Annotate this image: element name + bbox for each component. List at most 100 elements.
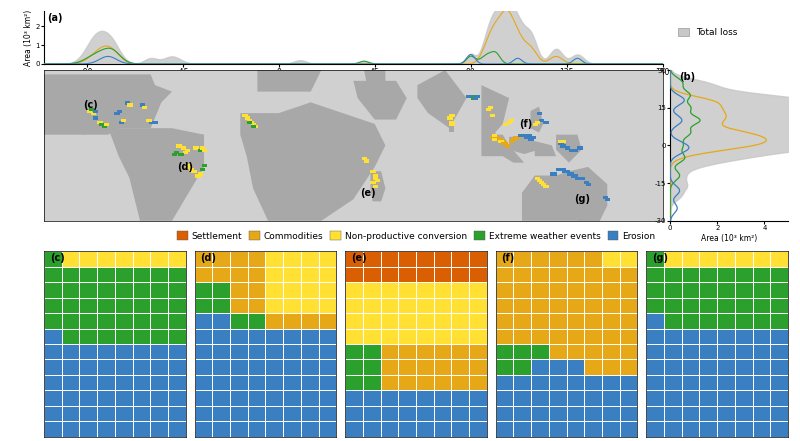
Bar	[283, 406, 301, 421]
Bar	[584, 329, 602, 344]
Bar	[584, 375, 602, 390]
Bar	[345, 421, 362, 437]
Bar	[301, 267, 318, 282]
Bar	[434, 421, 451, 437]
Bar	[470, 421, 487, 437]
Bar	[473, 95, 478, 98]
Bar	[301, 251, 318, 267]
Bar	[699, 329, 717, 344]
Bar	[98, 344, 115, 359]
Bar	[753, 421, 770, 437]
Bar	[560, 168, 566, 171]
Bar	[381, 359, 398, 375]
Bar	[549, 406, 566, 421]
Bar	[434, 375, 451, 390]
Bar	[79, 421, 98, 437]
Bar	[362, 359, 381, 375]
Bar	[470, 406, 487, 421]
Bar	[699, 344, 717, 359]
Bar	[283, 344, 301, 359]
Bar	[62, 406, 79, 421]
Bar	[753, 359, 770, 375]
Polygon shape	[556, 135, 582, 163]
Bar	[584, 181, 589, 184]
Bar	[502, 123, 508, 126]
Bar	[345, 359, 362, 375]
Bar	[98, 329, 115, 344]
Bar	[509, 119, 514, 122]
Bar	[121, 119, 126, 122]
Bar	[734, 298, 753, 313]
Bar	[646, 298, 664, 313]
Bar	[79, 313, 98, 329]
Bar	[505, 144, 510, 148]
Bar	[495, 251, 514, 267]
Bar	[283, 251, 301, 267]
Bar	[734, 359, 753, 375]
Bar	[283, 298, 301, 313]
Bar	[531, 421, 549, 437]
Bar	[620, 251, 638, 267]
Bar	[770, 390, 788, 406]
Bar	[212, 421, 230, 437]
Bar	[381, 375, 398, 390]
Bar	[93, 110, 98, 113]
Bar	[91, 112, 96, 115]
Bar	[416, 298, 434, 313]
Bar	[266, 329, 283, 344]
Bar	[682, 375, 699, 390]
Bar	[318, 421, 337, 437]
Bar	[490, 114, 495, 117]
Bar	[266, 282, 283, 298]
Bar	[266, 359, 283, 375]
Bar	[514, 136, 518, 139]
Bar	[584, 251, 602, 267]
Bar	[699, 251, 717, 267]
Bar	[569, 172, 574, 176]
Bar	[682, 344, 699, 359]
Bar	[150, 359, 168, 375]
Bar	[734, 390, 753, 406]
Bar	[133, 282, 150, 298]
Bar	[620, 375, 638, 390]
Bar	[584, 421, 602, 437]
Bar	[620, 313, 638, 329]
Bar	[266, 298, 283, 313]
Bar	[734, 421, 753, 437]
Polygon shape	[482, 135, 524, 163]
Bar	[549, 298, 566, 313]
Bar	[198, 149, 203, 152]
Bar	[398, 375, 416, 390]
Bar	[770, 406, 788, 421]
Bar	[176, 144, 182, 148]
Bar	[543, 121, 549, 124]
Bar	[245, 116, 250, 120]
Bar	[115, 251, 133, 267]
Bar	[362, 313, 381, 329]
Bar	[115, 390, 133, 406]
Bar	[470, 359, 487, 375]
Bar	[133, 267, 150, 282]
Bar	[212, 390, 230, 406]
Bar	[398, 421, 416, 437]
Bar	[451, 313, 470, 329]
Bar	[664, 298, 682, 313]
Bar	[434, 329, 451, 344]
Bar	[495, 421, 514, 437]
Bar	[682, 329, 699, 344]
Bar	[584, 344, 602, 359]
Bar	[115, 406, 133, 421]
Bar	[466, 95, 472, 98]
Bar	[318, 282, 337, 298]
Bar	[450, 123, 454, 126]
Bar	[416, 313, 434, 329]
Text: (g): (g)	[574, 194, 590, 204]
Bar	[501, 140, 506, 143]
Bar	[699, 406, 717, 421]
Bar	[98, 251, 115, 267]
Bar	[514, 344, 531, 359]
Bar	[560, 144, 566, 148]
Bar	[79, 344, 98, 359]
Bar	[646, 251, 664, 267]
Bar	[318, 406, 337, 421]
